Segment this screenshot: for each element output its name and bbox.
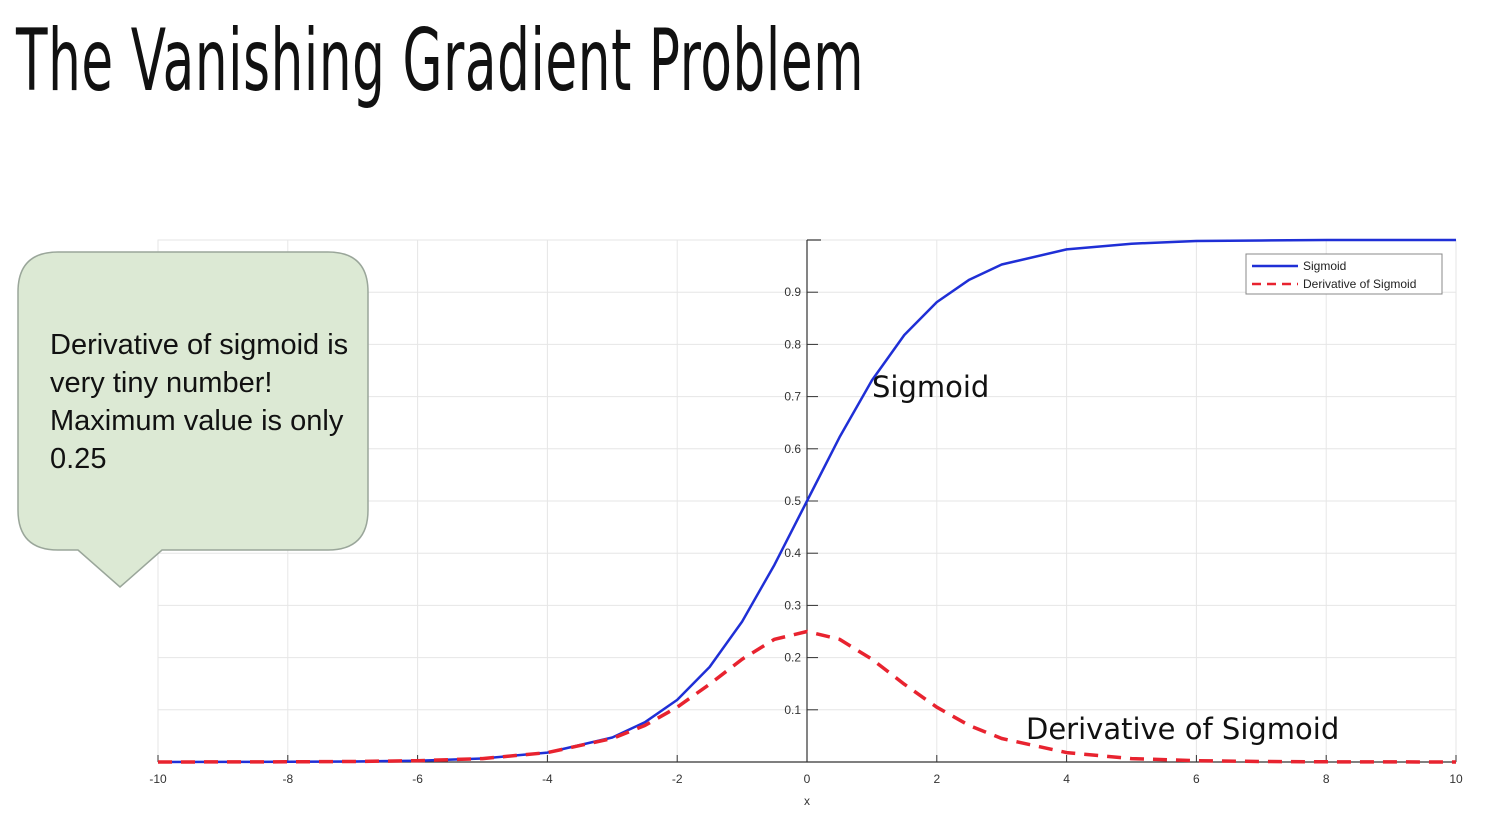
legend-label: Sigmoid (1303, 259, 1346, 273)
y-tick-label: 0.9 (784, 285, 801, 299)
x-tick-label: 10 (1449, 772, 1463, 786)
legend: Sigmoid Derivative of Sigmoid (1245, 253, 1443, 295)
x-tick-label: 2 (933, 772, 940, 786)
legend-box (1245, 253, 1443, 295)
x-tick-label: 8 (1323, 772, 1330, 786)
y-tick-label: 0.6 (784, 442, 801, 456)
x-axis-label: x (804, 794, 810, 808)
x-tick-label: -8 (282, 772, 293, 786)
derivative-annotation: Derivative of Sigmoid (1026, 712, 1340, 746)
y-tick-label: 0.7 (784, 390, 801, 404)
x-tick-label: -6 (412, 772, 423, 786)
series-lines (157, 238, 1457, 764)
x-tick-label: -4 (542, 772, 553, 786)
legend-label: Derivative of Sigmoid (1303, 277, 1416, 291)
series-line-1 (157, 629, 1457, 764)
x-tick-label: 0 (804, 772, 811, 786)
x-tick-label: 4 (1063, 772, 1070, 786)
slide-title: The Vanishing Gradient Problem (16, 11, 865, 111)
x-tick-label: -10 (149, 772, 167, 786)
callout-bubble (17, 251, 369, 588)
callout-text: Derivative of sigmoid is very tiny numbe… (50, 329, 349, 475)
y-tick-label: 0.1 (784, 703, 801, 717)
y-tick-label: 0.3 (784, 598, 801, 612)
x-tick-label: -2 (672, 772, 683, 786)
y-tick-label: 0.5 (784, 494, 801, 508)
y-tick-label: 0.8 (784, 337, 801, 351)
x-tick-label: 6 (1193, 772, 1200, 786)
y-tick-label: 0.2 (784, 651, 801, 665)
sigmoid-annotation: Sigmoid (872, 370, 990, 404)
y-tick-label: 0.4 (784, 546, 801, 560)
